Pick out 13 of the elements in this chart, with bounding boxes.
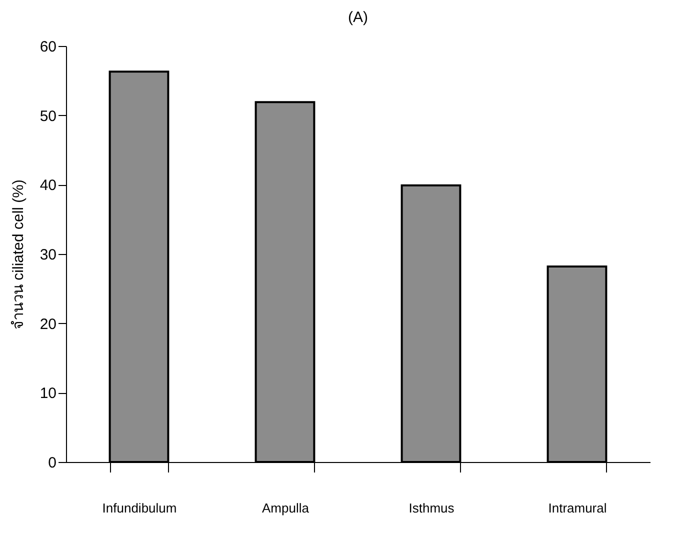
chart-title: (A) (348, 9, 368, 26)
y-tick-label: 0 (48, 454, 56, 472)
y-tick-label: 40 (40, 177, 56, 194)
x-tick-label: Ampulla (262, 500, 310, 516)
y-tick-label: 20 (40, 316, 56, 333)
y-axis-title: จำนวน ciliated cell (%) (10, 179, 27, 330)
x-tick-label: Infundibulum (102, 500, 177, 516)
y-tick-label: 50 (40, 108, 56, 125)
y-tick-label: 30 (40, 246, 56, 264)
x-tick-label: Isthmus (408, 500, 455, 516)
y-tick-label: 60 (40, 38, 56, 56)
x-tick-label: Intramural (548, 500, 607, 516)
y-tick-label: 10 (40, 385, 56, 402)
